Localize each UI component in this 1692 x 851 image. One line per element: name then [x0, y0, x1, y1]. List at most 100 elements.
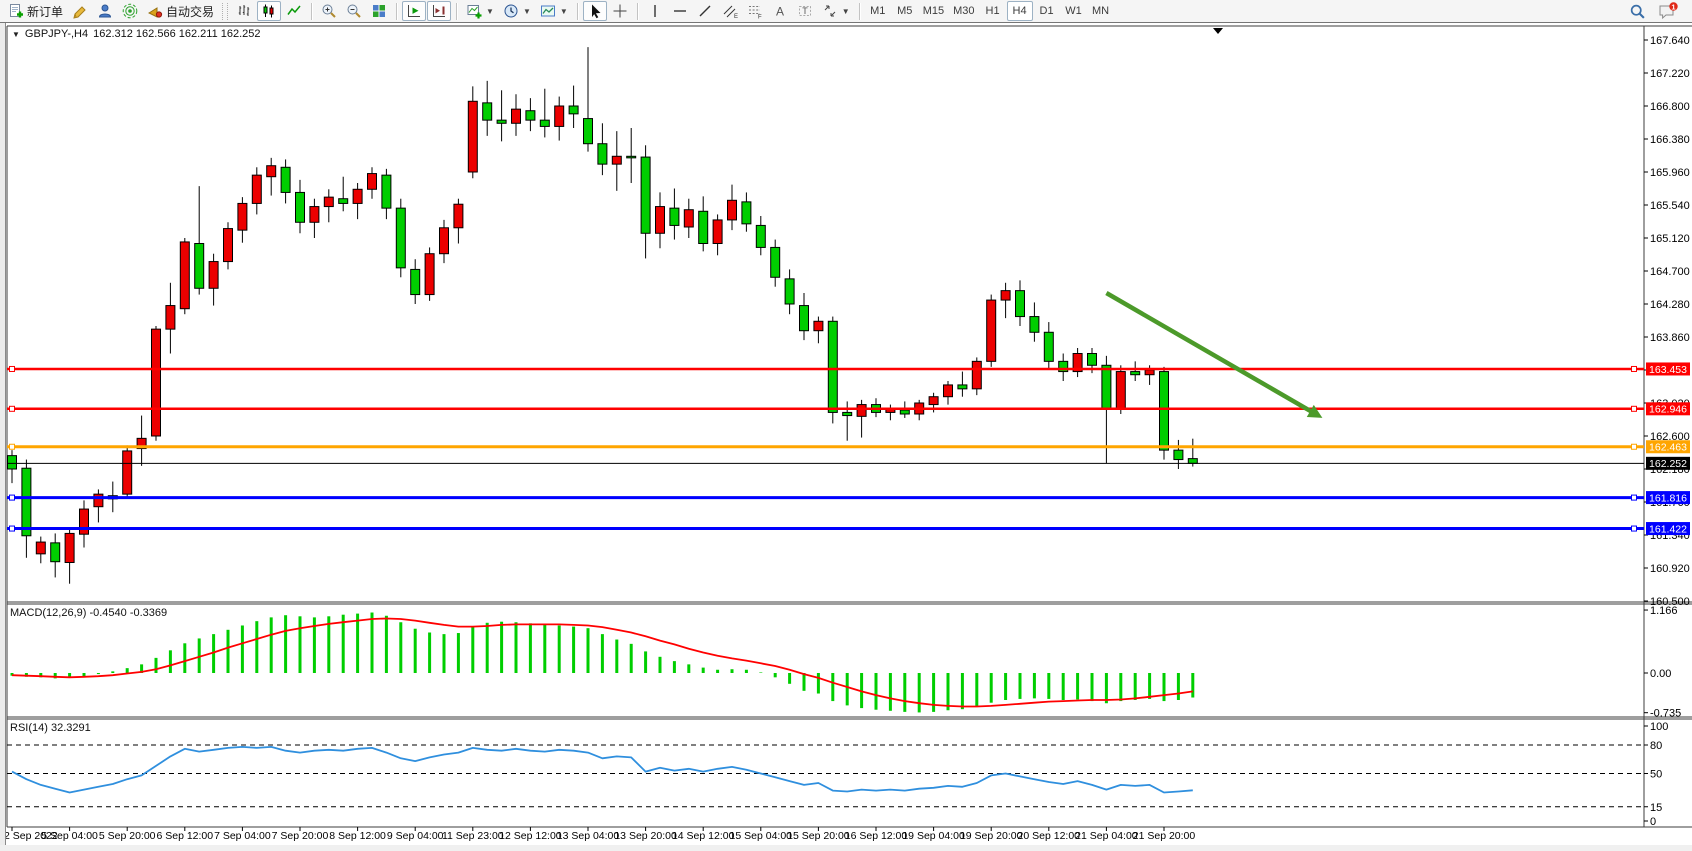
notifications-button[interactable]: 1: [1654, 1, 1682, 21]
svg-text:9 Sep 04:00: 9 Sep 04:00: [387, 830, 444, 842]
svg-text:0: 0: [1650, 816, 1656, 828]
svg-text:167.640: 167.640: [1650, 35, 1690, 47]
chart-symbol-period: GBPJPY-,H4: [24, 28, 89, 40]
rsi-indicator-label: RSI(14) 32.3291: [10, 722, 91, 734]
text-label-tool[interactable]: T: [793, 1, 817, 21]
svg-text:11 Sep 23:00: 11 Sep 23:00: [442, 830, 504, 842]
profile-button[interactable]: [93, 1, 117, 21]
svg-text:20 Sep 12:00: 20 Sep 12:00: [1018, 830, 1081, 842]
timeframe-mn[interactable]: MN: [1091, 5, 1110, 17]
toolbar-separator: [456, 2, 458, 20]
signal-icon: [122, 3, 138, 19]
svg-text:165.960: 165.960: [1650, 167, 1690, 179]
svg-text:80: 80: [1650, 740, 1662, 752]
search-button[interactable]: [1625, 1, 1650, 21]
horizontal-line-tool[interactable]: [668, 1, 692, 21]
toolbar-separator: [576, 2, 578, 20]
signal-button[interactable]: [118, 1, 142, 21]
svg-text:A: A: [776, 5, 784, 19]
vertical-line-tool[interactable]: [643, 1, 667, 21]
zoom-out-icon: [347, 4, 361, 18]
text-label-icon: T: [798, 6, 811, 16]
toolbar-separator: [396, 2, 398, 20]
autotrading-button[interactable]: 自动交易: [143, 1, 218, 21]
vertical-line-icon: [654, 5, 656, 17]
template-chart-icon: [540, 5, 555, 17]
styler-button[interactable]: [68, 1, 92, 21]
auto-scroll-button[interactable]: [402, 1, 427, 21]
bar-chart-button[interactable]: [232, 1, 256, 21]
chart-ohlc-values: 162.312 162.566 162.211 162.252: [93, 28, 261, 40]
crayon-icon: [73, 6, 86, 19]
equidistant-channel-tool[interactable]: E: [718, 1, 742, 21]
text-tool[interactable]: A: [768, 1, 792, 21]
chart-shift-button[interactable]: [427, 1, 452, 21]
cursor-icon: [591, 4, 601, 19]
periods-dropdown[interactable]: ▼: [499, 1, 535, 21]
svg-text:161.816: 161.816: [1649, 492, 1687, 504]
svg-text:1.166: 1.166: [1650, 605, 1678, 617]
timeframe-h4[interactable]: H4: [1006, 1, 1033, 21]
zoom-out-button[interactable]: [342, 1, 366, 21]
timeframe-m30[interactable]: M30: [953, 5, 975, 17]
svg-text:6 Sep 12:00: 6 Sep 12:00: [156, 830, 213, 842]
chart-window: 167.640 167.220 166.800 166.380 165.960 165.5…: [0, 23, 1692, 851]
new-order-button[interactable]: 新订单: [4, 1, 67, 21]
timeframe-h1[interactable]: H1: [985, 5, 1000, 17]
caret-down-icon: ▼: [841, 6, 850, 16]
zoom-in-button[interactable]: [317, 1, 341, 21]
svg-text:165.540: 165.540: [1650, 200, 1690, 212]
timeframe-m1[interactable]: M1: [870, 5, 886, 17]
svg-text:160.920: 160.920: [1650, 563, 1690, 575]
candlestick-chart-button[interactable]: [257, 1, 282, 21]
timeframe-d1[interactable]: D1: [1039, 5, 1054, 17]
autotrading-label: 自动交易: [166, 4, 215, 19]
timeframe-m5[interactable]: M5: [897, 5, 913, 17]
svg-text:164.700: 164.700: [1650, 266, 1690, 278]
line-chart-button[interactable]: [282, 1, 306, 21]
svg-text:21 Sep 04:00: 21 Sep 04:00: [1075, 830, 1138, 842]
svg-text:5 Sep 04:00: 5 Sep 04:00: [41, 830, 98, 842]
tile-windows-icon: [373, 5, 386, 17]
toolbar-separator: [858, 2, 860, 20]
text-icon: A: [776, 5, 784, 19]
new-chart-dropdown[interactable]: ▼: [462, 1, 498, 21]
templates-dropdown[interactable]: ▼: [536, 1, 572, 21]
fibonacci-icon: F: [748, 6, 762, 20]
crosshair-tool-button[interactable]: [608, 1, 632, 21]
svg-text:F: F: [758, 15, 762, 20]
svg-text:163.453: 163.453: [1649, 364, 1687, 376]
autotrading-icon: [147, 7, 163, 18]
svg-text:13 Sep 20:00: 13 Sep 20:00: [614, 830, 677, 842]
svg-text:162.600: 162.600: [1650, 431, 1690, 443]
svg-text:167.220: 167.220: [1650, 68, 1690, 80]
svg-text:14 Sep 12:00: 14 Sep 12:00: [672, 830, 735, 842]
trendline-tool[interactable]: [693, 1, 717, 21]
svg-text:160.500: 160.500: [1650, 596, 1690, 608]
profile-icon: [99, 4, 112, 18]
tile-windows-button[interactable]: [367, 1, 391, 21]
svg-text:15 Sep 04:00: 15 Sep 04:00: [730, 830, 793, 842]
symbol-dropdown-icon[interactable]: ▼: [12, 29, 20, 39]
chart-title[interactable]: ▼ GBPJPY-,H4 162.312 162.566 162.211 162…: [12, 28, 261, 40]
cursor-tool-button[interactable]: [582, 1, 607, 21]
svg-text:50: 50: [1650, 769, 1662, 781]
chat-bubble-icon: 1: [1659, 2, 1678, 20]
svg-text:100: 100: [1650, 721, 1668, 733]
fibonacci-tool[interactable]: F: [743, 1, 767, 21]
search-icon: [1630, 4, 1645, 19]
svg-text:162.946: 162.946: [1649, 404, 1687, 416]
horizontal-line-icon: [673, 10, 686, 12]
chart-canvas[interactable]: 167.640 167.220 166.800 166.380 165.960 165.5…: [0, 23, 1692, 851]
svg-text:T: T: [802, 6, 808, 16]
svg-text:21 Sep 20:00: 21 Sep 20:00: [1133, 830, 1196, 842]
svg-text:19 Sep 04:00: 19 Sep 04:00: [902, 830, 965, 842]
chart-shift-icon: [433, 5, 446, 17]
svg-text:7 Sep 04:00: 7 Sep 04:00: [214, 830, 271, 842]
arrows-tool-dropdown[interactable]: ▼: [818, 1, 854, 21]
svg-text:162.463: 162.463: [1649, 442, 1687, 454]
timeframe-m15[interactable]: M15: [922, 5, 945, 17]
timeframe-w1[interactable]: W1: [1065, 5, 1082, 17]
svg-text:2 Sep 2022: 2 Sep 2022: [4, 830, 58, 842]
crosshair-icon: [613, 4, 627, 18]
